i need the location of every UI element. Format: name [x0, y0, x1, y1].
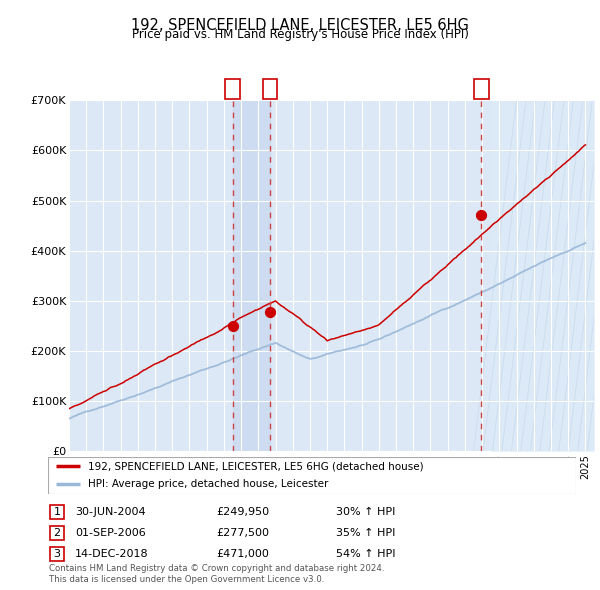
Text: 30% ↑ HPI: 30% ↑ HPI	[336, 507, 395, 516]
Text: 1: 1	[229, 83, 236, 96]
Text: 01-SEP-2006: 01-SEP-2006	[75, 528, 146, 537]
Text: 14-DEC-2018: 14-DEC-2018	[75, 549, 149, 559]
FancyBboxPatch shape	[225, 79, 240, 99]
Text: 3: 3	[53, 549, 61, 559]
Text: 1: 1	[53, 507, 61, 517]
FancyBboxPatch shape	[50, 526, 64, 540]
FancyBboxPatch shape	[474, 79, 489, 99]
FancyBboxPatch shape	[263, 79, 277, 99]
Text: £471,000: £471,000	[216, 549, 269, 559]
Text: 2: 2	[53, 528, 61, 538]
Point	[265, 307, 275, 317]
Text: 192, SPENCEFIELD LANE, LEICESTER, LE5 6HG: 192, SPENCEFIELD LANE, LEICESTER, LE5 6H…	[131, 18, 469, 32]
Text: £277,500: £277,500	[216, 528, 269, 537]
Text: Price paid vs. HM Land Registry's House Price Index (HPI): Price paid vs. HM Land Registry's House …	[131, 28, 469, 41]
Bar	[233, 100, 270, 451]
Point	[476, 211, 486, 220]
Text: 35% ↑ HPI: 35% ↑ HPI	[336, 528, 395, 537]
Text: Contains HM Land Registry data © Crown copyright and database right 2024.: Contains HM Land Registry data © Crown c…	[49, 565, 385, 573]
Text: This data is licensed under the Open Government Licence v3.0.: This data is licensed under the Open Gov…	[49, 575, 325, 584]
Text: 192, SPENCEFIELD LANE, LEICESTER, LE5 6HG (detached house): 192, SPENCEFIELD LANE, LEICESTER, LE5 6H…	[88, 461, 423, 471]
Text: HPI: Average price, detached house, Leicester: HPI: Average price, detached house, Leic…	[88, 479, 328, 489]
FancyBboxPatch shape	[50, 504, 64, 519]
Text: 54% ↑ HPI: 54% ↑ HPI	[336, 549, 395, 559]
FancyBboxPatch shape	[48, 457, 576, 494]
Point	[228, 322, 238, 331]
Text: 2: 2	[266, 83, 274, 96]
Text: 3: 3	[478, 83, 485, 96]
Text: 30-JUN-2004: 30-JUN-2004	[75, 507, 146, 516]
FancyBboxPatch shape	[50, 547, 64, 562]
Text: £249,950: £249,950	[216, 507, 269, 516]
